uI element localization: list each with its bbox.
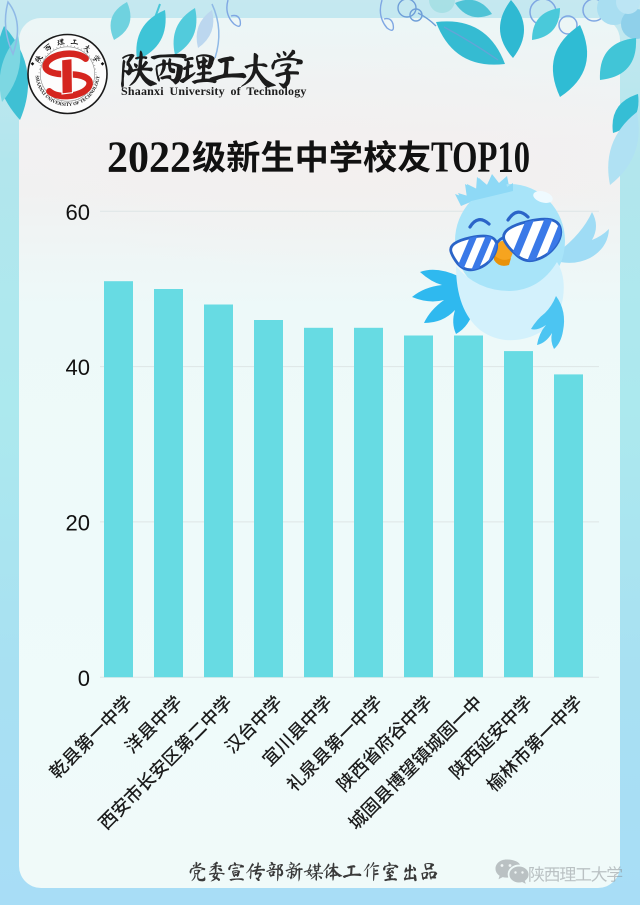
svg-text:TOP10: TOP10 bbox=[431, 133, 530, 182]
svg-text:60: 60 bbox=[66, 200, 90, 225]
svg-text:0: 0 bbox=[78, 666, 90, 691]
svg-text:20: 20 bbox=[66, 511, 90, 536]
svg-text:2022: 2022 bbox=[107, 133, 191, 182]
svg-text:40: 40 bbox=[66, 355, 90, 380]
svg-text:Shaanxi University of Technolo: Shaanxi University of Technology bbox=[121, 84, 307, 98]
